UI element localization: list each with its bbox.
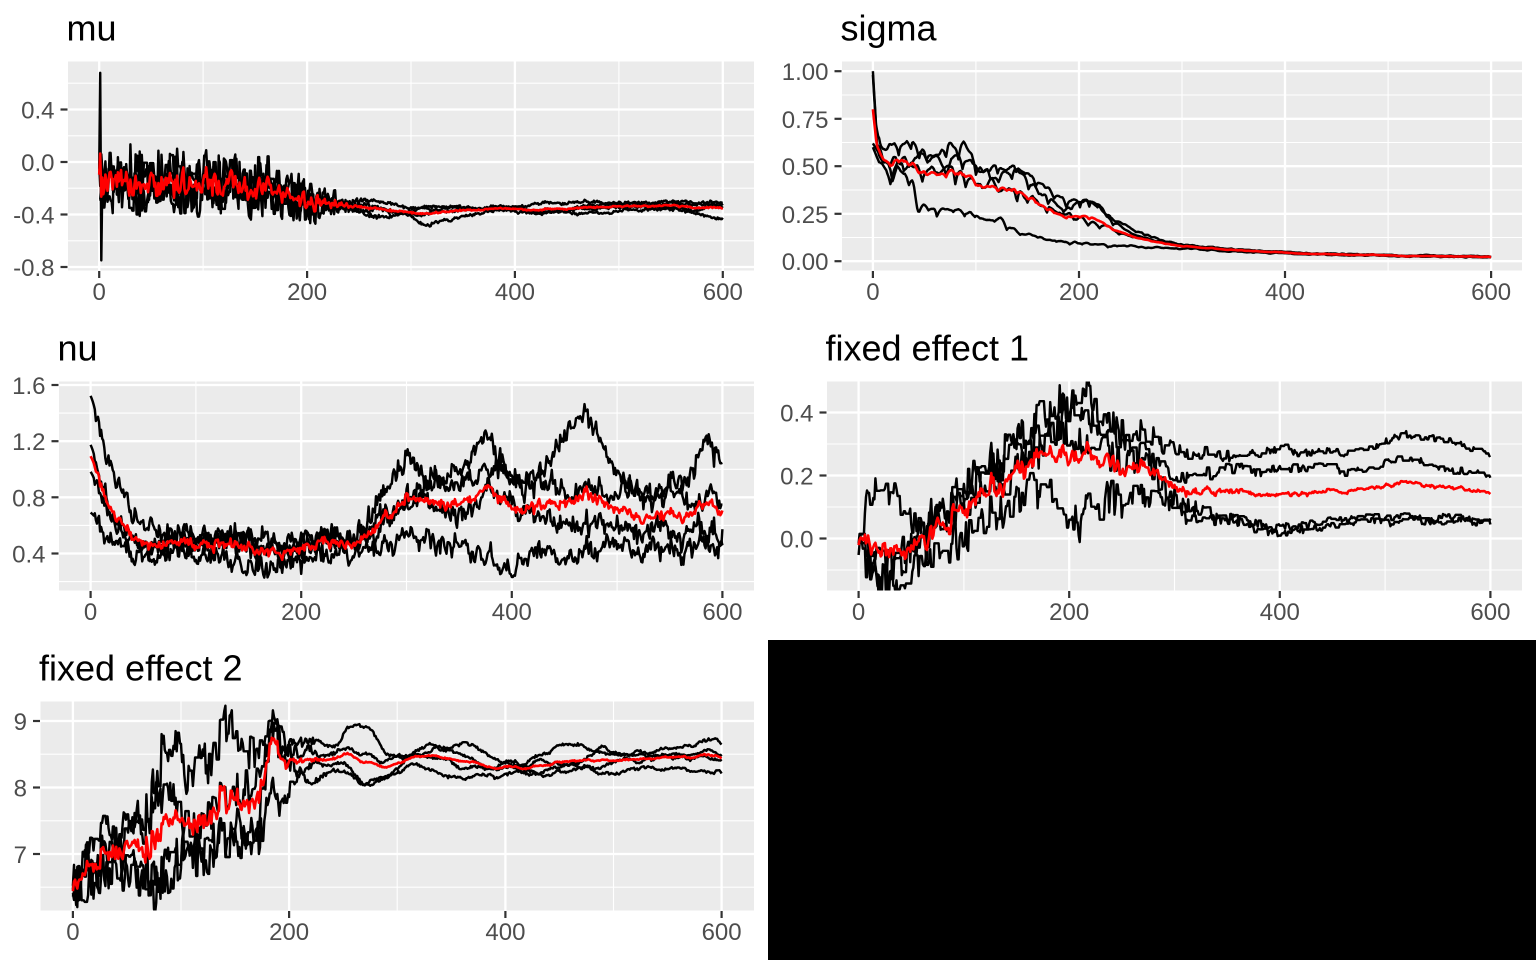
svg-text:1.2: 1.2 xyxy=(12,429,45,456)
svg-text:1.00: 1.00 xyxy=(782,59,829,86)
svg-text:fixed effect 1: fixed effect 1 xyxy=(826,328,1029,369)
svg-text:600: 600 xyxy=(702,919,742,946)
svg-text:400: 400 xyxy=(492,599,532,626)
svg-text:0.8: 0.8 xyxy=(12,485,45,512)
svg-text:600: 600 xyxy=(1471,279,1511,306)
svg-text:0.4: 0.4 xyxy=(12,542,45,569)
svg-text:0.50: 0.50 xyxy=(782,154,829,181)
svg-text:600: 600 xyxy=(703,279,743,306)
svg-text:fixed effect 2: fixed effect 2 xyxy=(39,648,242,689)
svg-text:0: 0 xyxy=(66,919,79,946)
svg-text:200: 200 xyxy=(269,919,309,946)
svg-text:1.6: 1.6 xyxy=(12,373,45,400)
svg-text:400: 400 xyxy=(495,279,535,306)
svg-text:0.00: 0.00 xyxy=(782,249,829,276)
svg-text:0: 0 xyxy=(93,279,106,306)
svg-text:0.2: 0.2 xyxy=(780,464,813,491)
svg-text:600: 600 xyxy=(1470,599,1510,626)
svg-text:0.75: 0.75 xyxy=(782,107,829,134)
svg-text:0: 0 xyxy=(84,599,97,626)
svg-text:9: 9 xyxy=(14,709,27,736)
svg-text:200: 200 xyxy=(1059,279,1099,306)
svg-text:-0.4: -0.4 xyxy=(13,203,54,230)
svg-text:200: 200 xyxy=(281,599,321,626)
svg-text:400: 400 xyxy=(1260,599,1300,626)
svg-text:0.0: 0.0 xyxy=(21,150,54,177)
svg-text:nu: nu xyxy=(58,328,98,369)
svg-text:200: 200 xyxy=(1049,599,1089,626)
svg-text:0.4: 0.4 xyxy=(780,401,813,428)
svg-text:7: 7 xyxy=(14,842,27,869)
svg-text:0.0: 0.0 xyxy=(780,527,813,554)
svg-text:-0.8: -0.8 xyxy=(13,255,54,282)
svg-text:0.25: 0.25 xyxy=(782,202,829,229)
svg-text:0: 0 xyxy=(866,279,879,306)
svg-text:0.4: 0.4 xyxy=(21,98,54,125)
svg-text:400: 400 xyxy=(1265,279,1305,306)
svg-text:sigma: sigma xyxy=(841,8,938,49)
svg-text:8: 8 xyxy=(14,776,27,803)
svg-text:mu: mu xyxy=(67,8,117,49)
svg-text:400: 400 xyxy=(485,919,525,946)
svg-text:200: 200 xyxy=(287,279,327,306)
svg-text:600: 600 xyxy=(702,599,742,626)
svg-text:0: 0 xyxy=(852,599,865,626)
